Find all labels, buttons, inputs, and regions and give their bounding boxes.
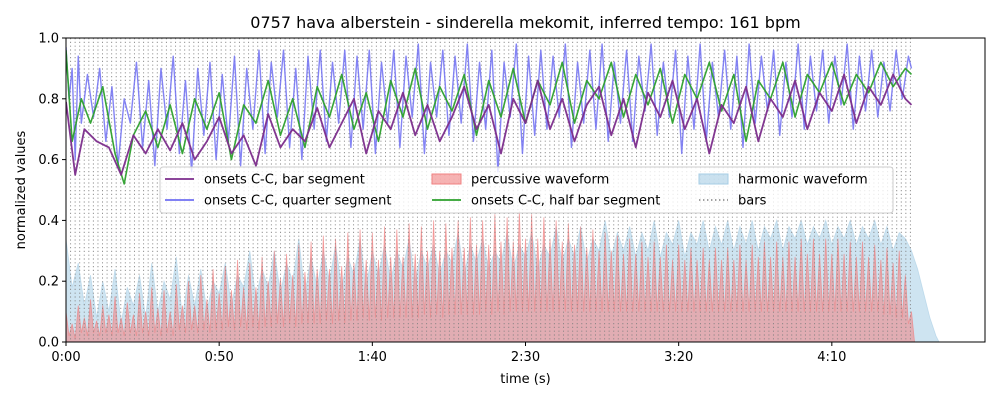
legend-label: onsets C-C, half bar segment — [471, 194, 660, 209]
series-line-onsets-c-c-quarter-segment — [66, 43, 913, 173]
y-tick-label: 0.0 — [38, 336, 59, 351]
x-axis-label: time (s) — [500, 372, 550, 387]
series-line-onsets-c-c-half-bar-segment — [66, 50, 913, 185]
series-area-percussive-waveform — [66, 211, 915, 342]
x-tick-label: 3:20 — [664, 350, 693, 365]
legend-label: onsets C-C, bar segment — [204, 173, 365, 188]
y-tick-label: 0.2 — [38, 275, 59, 290]
legend-swatch — [698, 173, 729, 185]
y-tick-label: 1.0 — [38, 32, 59, 47]
legend-item: bars — [699, 194, 767, 209]
legend-item: percussive waveform — [431, 173, 609, 188]
legend-label: onsets C-C, quarter segment — [204, 194, 391, 209]
legend-item: onsets C-C, half bar segment — [432, 194, 660, 209]
x-tick-label: 2:30 — [511, 350, 540, 365]
x-tick-label: 0:50 — [205, 350, 234, 365]
y-tick-label: 0.4 — [38, 214, 59, 229]
x-tick-label: 4:10 — [817, 350, 846, 365]
x-tick-label: 1:40 — [358, 350, 387, 365]
legend-item: onsets C-C, quarter segment — [165, 194, 391, 209]
x-tick-label: 0:00 — [51, 350, 80, 365]
legend-item: onsets C-C, bar segment — [165, 173, 365, 188]
chart-title: 0757 hava alberstein - sinderella mekomi… — [250, 13, 800, 32]
legend-item: harmonic waveform — [698, 173, 868, 188]
legend-label: harmonic waveform — [738, 173, 868, 188]
legend-label: percussive waveform — [471, 173, 609, 188]
y-tick-label: 0.6 — [38, 153, 59, 168]
legend-swatch — [431, 173, 462, 185]
y-tick-label: 0.8 — [38, 92, 59, 107]
y-axis-label: normalized values — [14, 130, 29, 249]
legend-label: bars — [738, 194, 767, 209]
series-line-onsets-c-c-bar-segment — [66, 73, 913, 176]
